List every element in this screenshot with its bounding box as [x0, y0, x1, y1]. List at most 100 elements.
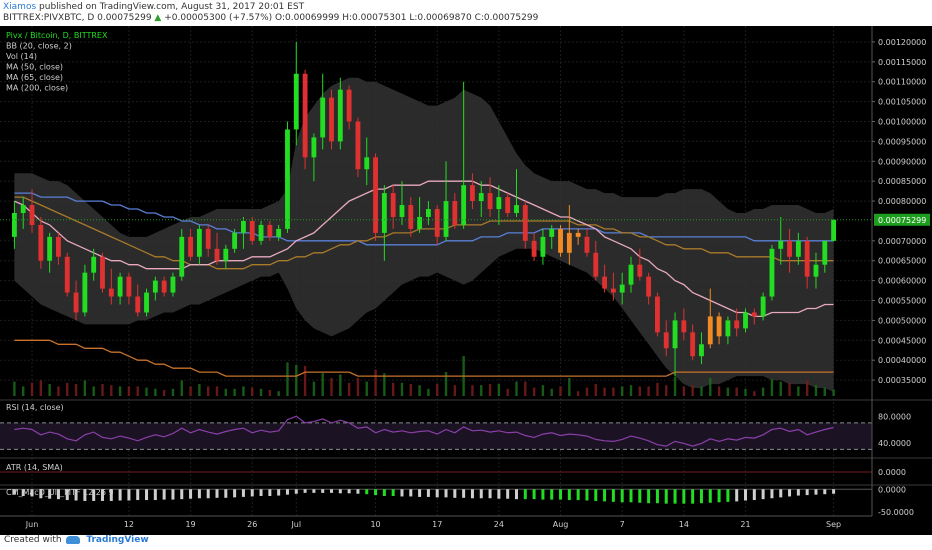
candle-body — [690, 332, 696, 357]
volume-bar — [568, 378, 571, 396]
macd-hist-bar — [717, 489, 721, 503]
volume-bar — [92, 386, 95, 396]
volume-bar — [735, 387, 738, 396]
volume-bar — [224, 388, 228, 396]
volume-bar — [673, 376, 677, 396]
moving-averages — [14, 180, 834, 377]
candle-body — [725, 320, 731, 337]
macd-hist-bar — [523, 489, 527, 500]
macd-hist-bar — [382, 489, 386, 496]
candle-body — [646, 276, 652, 297]
candle-body — [663, 332, 669, 349]
macd-hist-bar — [303, 489, 307, 493]
volume-bar — [418, 385, 421, 396]
author-link[interactable]: Xiamos — [3, 2, 37, 12]
macd-hist-bar — [444, 489, 448, 498]
volume-bar — [383, 373, 386, 396]
macd-hist-bar — [673, 489, 677, 504]
volume-bar — [198, 384, 201, 396]
candle-body — [161, 280, 167, 293]
macd-hist-bar — [365, 489, 369, 495]
time-tick-label: 10 — [370, 520, 380, 529]
candle-body — [179, 236, 185, 277]
candle-body — [619, 284, 625, 293]
candle-body — [311, 137, 317, 158]
volume-bar — [709, 378, 712, 396]
macd-hist-bar — [118, 489, 122, 501]
volume-bar — [83, 380, 87, 396]
volume-bar — [436, 384, 439, 396]
candle-body — [452, 201, 458, 225]
macd-hist-bar — [559, 489, 563, 500]
macd-hist-bar — [294, 489, 298, 494]
macd-hist-bar — [145, 489, 149, 501]
candle-body — [831, 219, 837, 241]
volume-bar — [541, 385, 545, 396]
volume-bar — [585, 387, 589, 396]
ma65-line — [14, 192, 834, 246]
candle-body — [73, 292, 79, 313]
legend-item: MA (50, close) — [6, 63, 63, 72]
candle-body — [267, 224, 273, 237]
candle-body — [558, 228, 563, 253]
volume-bar — [391, 382, 395, 396]
volume-bar — [770, 379, 774, 396]
price-axis: 0.00075299 0.00120000 0.00115000 0.00110000… — [871, 26, 930, 516]
price-chart[interactable]: 80.0000 40.0000 0.0000 0.0000 -50.0000 0.0… — [0, 26, 932, 535]
volume-bar — [365, 381, 368, 396]
candle-body — [778, 240, 784, 249]
macd-tick-label: 0.0000 — [878, 485, 906, 494]
candle-body — [522, 205, 528, 241]
volume-bar — [312, 381, 316, 396]
volume-bar — [620, 386, 624, 396]
macd-hist-bar — [576, 489, 580, 501]
macd-hist-bar — [629, 489, 633, 503]
macd-hist-bar — [541, 489, 545, 500]
macd-hist-bar — [796, 489, 800, 496]
volume-bar — [374, 369, 377, 396]
candle-body — [373, 157, 378, 233]
price-tick-label: 0.00100000 — [878, 118, 926, 127]
volume-bar — [506, 388, 509, 396]
candle-body — [443, 201, 449, 237]
volume-bar — [497, 384, 501, 396]
time-tick-label: 14 — [679, 520, 689, 529]
volume-bar — [251, 387, 254, 396]
volume-bar — [515, 381, 518, 396]
time-tick-label: Aug — [553, 520, 569, 529]
macd-hist-bar — [682, 489, 686, 504]
candle-body — [100, 256, 105, 289]
time-tick-label: 12 — [124, 520, 134, 529]
legend-item: Pivx / Bitcoin, D, BITTREX — [6, 31, 108, 40]
price-tick-label: 0.00040000 — [878, 356, 926, 365]
time-tick-label: Sep — [826, 520, 841, 529]
volume-bar — [400, 382, 404, 396]
candle-body — [196, 228, 202, 257]
candle-body — [408, 205, 414, 229]
candle-body — [135, 296, 141, 313]
tradingview-brand[interactable]: TradingView — [86, 535, 149, 545]
candle-body — [337, 89, 343, 142]
candle-body — [743, 312, 748, 329]
macd-hist-bar — [832, 489, 836, 494]
tradingview-logo-icon — [66, 535, 81, 544]
macd-hist-bar — [400, 489, 404, 497]
price-tick-label: 0.00095000 — [878, 137, 926, 146]
price-tick-label: 0.00045000 — [878, 336, 926, 345]
ma200-line — [14, 196, 834, 270]
macd-hist-bar — [805, 489, 809, 496]
candle-body — [628, 264, 634, 285]
volume-bar — [295, 364, 298, 396]
macd-hist-bar — [180, 489, 184, 500]
candle-body — [734, 320, 740, 329]
volume-bar — [682, 386, 686, 396]
legend-item: Vol (14) — [6, 52, 37, 61]
macd-pane: 0.0000 -50.0000 — [0, 485, 914, 517]
macd-hist-bar — [338, 489, 342, 494]
candle-body — [496, 197, 502, 210]
macd-hist-bar — [514, 489, 518, 500]
time-tick-label: 7 — [620, 520, 625, 529]
volume-bar — [532, 387, 536, 396]
volume-bar — [268, 390, 272, 396]
candle-body — [751, 312, 757, 317]
